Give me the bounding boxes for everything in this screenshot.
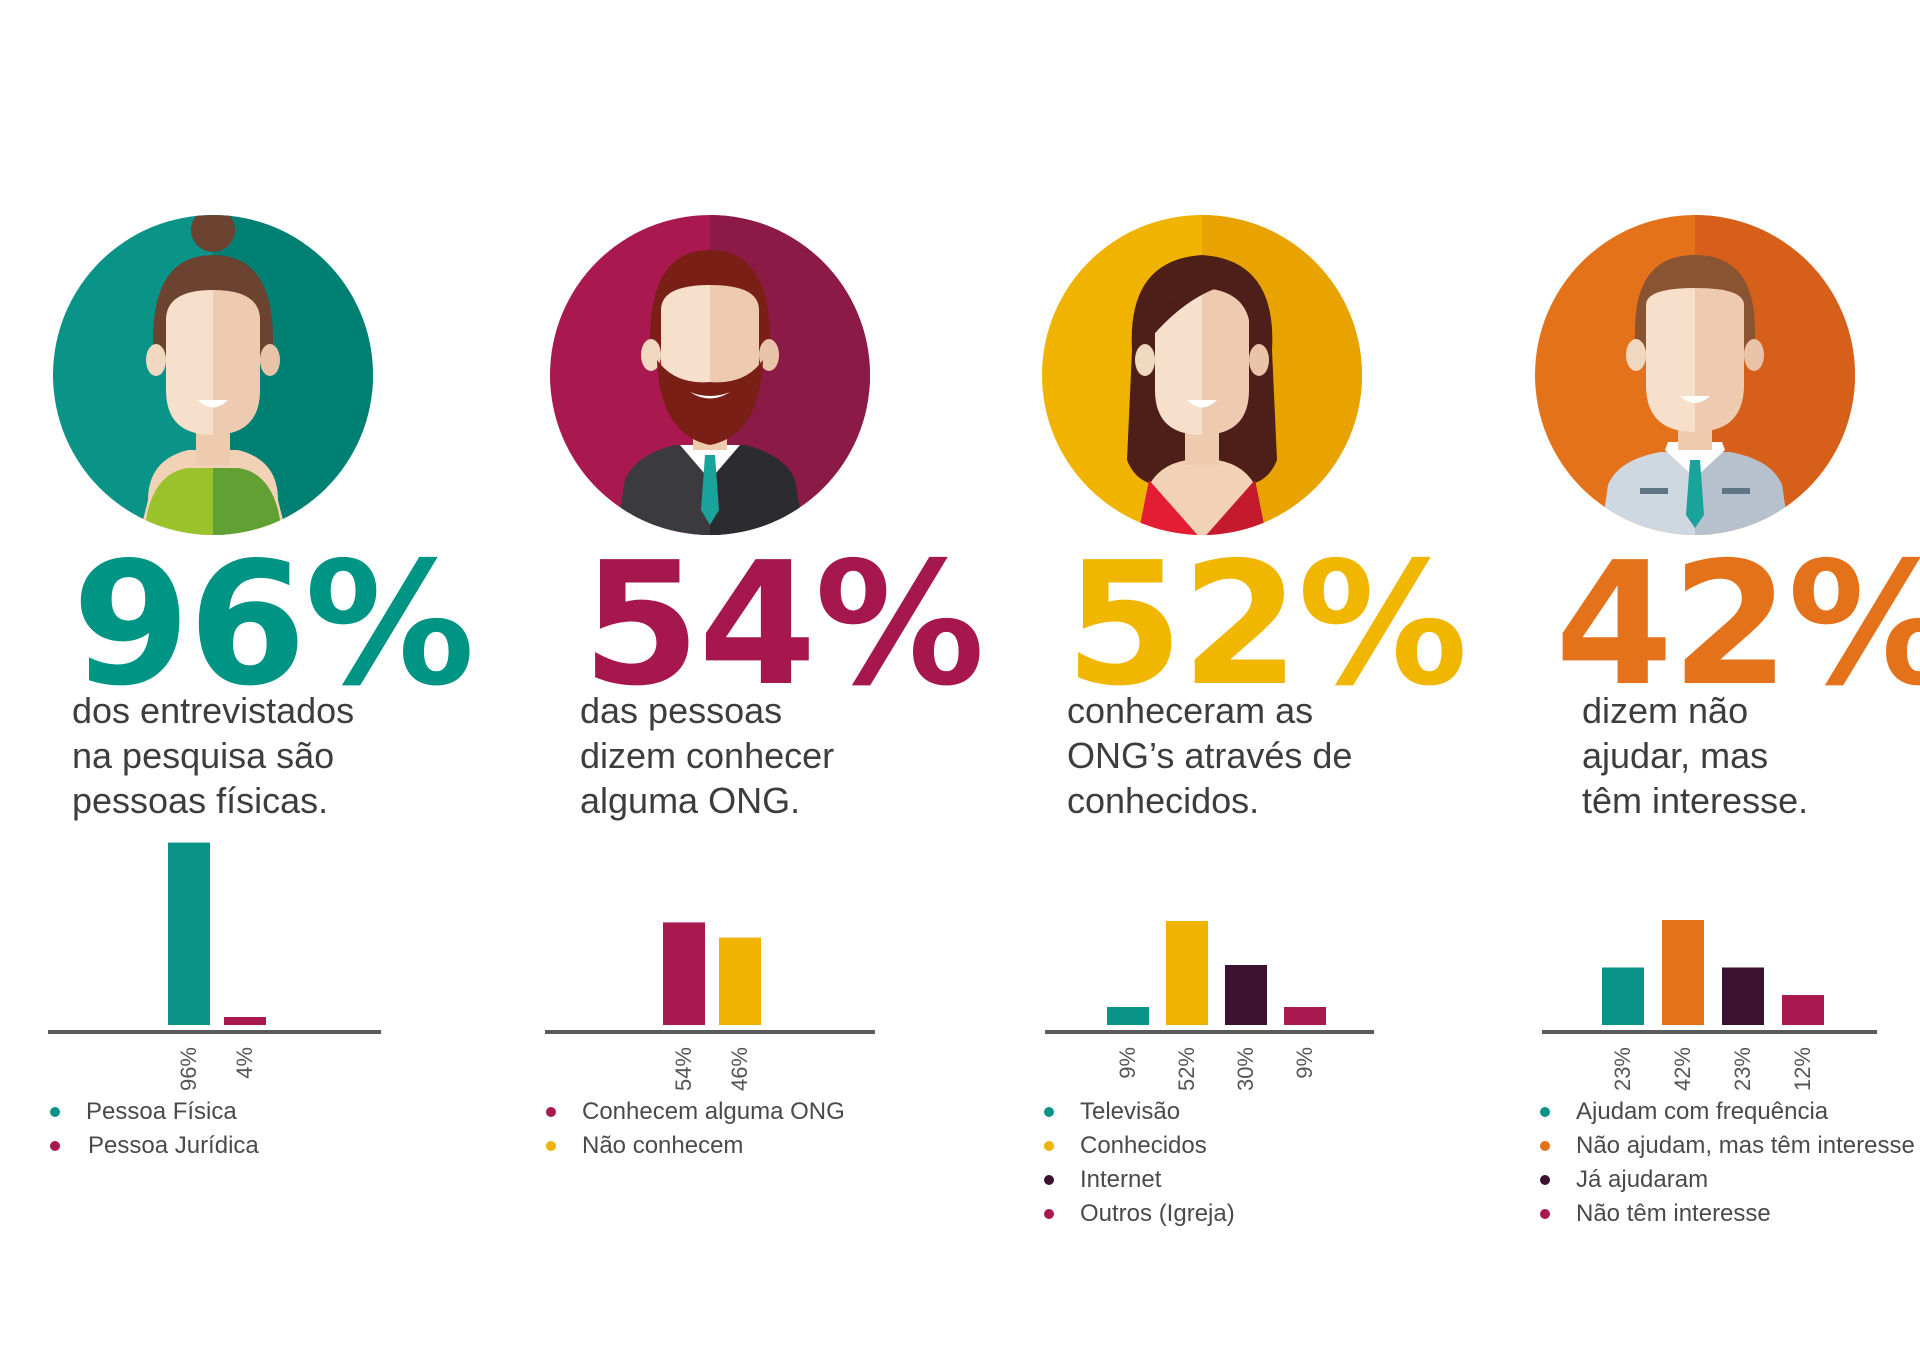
bar-1 xyxy=(1107,1007,1149,1025)
legend-item: Não ajudam, mas têm interesse xyxy=(1536,1129,1915,1163)
panel-description: dos entrevistados na pesquisa são pessoa… xyxy=(72,688,354,823)
legend-label: Pessoa Jurídica xyxy=(88,1132,259,1159)
tick-label: 52% xyxy=(1174,1047,1199,1091)
percent-headline: 96% xyxy=(72,526,475,724)
legend-label: Não ajudam, mas têm interesse xyxy=(1576,1132,1915,1159)
legend-label: Não conhecem xyxy=(582,1132,744,1159)
legend-item: Pessoa Jurídica xyxy=(46,1129,259,1163)
legend-dot xyxy=(50,1141,60,1151)
chart-legend: Conhecem alguma ONG Não conhecem xyxy=(542,1095,845,1163)
bar-1 xyxy=(1602,967,1644,1025)
description-line: dizem conhecer xyxy=(580,735,835,776)
legend-label: Não têm interesse xyxy=(1576,1200,1771,1227)
legend-label: Outros (Igreja) xyxy=(1080,1200,1235,1227)
tick-label: 12% xyxy=(1790,1047,1815,1091)
bar-chart: 9% 52% 30% 9% xyxy=(1045,921,1374,1091)
man-shirt-tie-icon xyxy=(1535,215,1855,535)
description-line: ajudar, mas xyxy=(1582,735,1769,776)
description-line: dos entrevistados xyxy=(72,690,355,731)
bar-chart: 54% 46% xyxy=(545,922,875,1091)
legend-item: Ajudam com frequência xyxy=(1536,1095,1915,1129)
legend-dot xyxy=(1044,1209,1054,1219)
description-line: conhecidos. xyxy=(1067,780,1260,821)
bar-chart: 23% 42% 23% 12% xyxy=(1542,920,1877,1091)
legend-label: Pessoa Física xyxy=(86,1098,237,1125)
legend-label: Conhecem alguma ONG xyxy=(582,1098,845,1125)
chart-legend: Ajudam com frequência Não ajudam, mas tê… xyxy=(1536,1095,1915,1231)
legend-dot xyxy=(1540,1209,1550,1219)
legend-item: Pessoa Física xyxy=(46,1095,259,1129)
legend-dot xyxy=(1044,1141,1054,1151)
legend-label: Conhecidos xyxy=(1080,1132,1207,1159)
legend-dot xyxy=(546,1141,556,1151)
chart-legend: Pessoa Física Pessoa Jurídica xyxy=(46,1095,259,1163)
percent-headline: 42% xyxy=(1555,526,1920,724)
panel-pessoas-fisicas: 96% dos entrevistados na pesquisa são pe… xyxy=(0,0,480,1358)
bar-4 xyxy=(1782,995,1824,1025)
description-line: ONG’s através de xyxy=(1067,735,1353,776)
percent-headline: 54% xyxy=(582,526,985,724)
legend-dot xyxy=(1540,1141,1550,1151)
legend-label: Televisão xyxy=(1080,1098,1181,1125)
legend-item: Já ajudaram xyxy=(1536,1163,1915,1197)
bar-2 xyxy=(224,1017,266,1025)
panel-description: conheceram as ONG’s através de conhecido… xyxy=(1067,688,1352,823)
bar-1 xyxy=(663,922,705,1025)
tick-label: 96% xyxy=(176,1047,201,1091)
legend-dot xyxy=(50,1107,60,1117)
legend-item: Conhecem alguma ONG xyxy=(542,1095,845,1129)
tick-label: 42% xyxy=(1670,1047,1695,1091)
tick-label: 9% xyxy=(1292,1047,1317,1079)
woman-long-hair-icon xyxy=(1042,215,1362,535)
panel-conhecem-ong: 54% das pessoas dizem conhecer alguma ON… xyxy=(542,215,985,1163)
tick-label: 4% xyxy=(232,1047,257,1079)
percent-headline: 52% xyxy=(1065,526,1468,724)
panel-conhecidos: 52% conheceram as ONG’s através de conhe… xyxy=(1040,215,1468,1231)
tick-label: 30% xyxy=(1233,1047,1258,1091)
legend-item: Não conhecem xyxy=(542,1129,845,1163)
description-line: alguma ONG. xyxy=(580,780,801,821)
tick-label: 23% xyxy=(1730,1047,1755,1091)
tick-label: 54% xyxy=(671,1047,696,1091)
panel-description: das pessoas dizem conhecer alguma ONG. xyxy=(580,688,834,823)
legend-item: Internet xyxy=(1040,1163,1235,1197)
description-line: têm interesse. xyxy=(1582,780,1809,821)
woman-bun-icon xyxy=(53,215,373,535)
description-line: conheceram as xyxy=(1067,690,1314,731)
legend-dot xyxy=(1540,1175,1550,1185)
bar-2 xyxy=(1662,920,1704,1025)
legend-label: Ajudam com frequência xyxy=(1576,1098,1829,1125)
bar-1 xyxy=(168,842,210,1025)
tick-label: 23% xyxy=(1610,1047,1635,1091)
legend-label: Já ajudaram xyxy=(1576,1166,1709,1193)
description-line: das pessoas xyxy=(580,690,783,731)
bearded-man-icon xyxy=(550,215,870,535)
legend-dot xyxy=(1044,1175,1054,1185)
description-line: na pesquisa são xyxy=(72,735,335,776)
description-line: dizem não xyxy=(1582,690,1749,731)
legend-item: Outros (Igreja) xyxy=(1040,1197,1235,1231)
legend-dot xyxy=(1044,1107,1054,1117)
bar-4 xyxy=(1284,1007,1326,1025)
legend-item: Não têm interesse xyxy=(1536,1197,1915,1231)
legend-item: Conhecidos xyxy=(1040,1129,1235,1163)
tick-label: 9% xyxy=(1115,1047,1140,1079)
legend-dot xyxy=(1540,1107,1550,1117)
legend-label: Internet xyxy=(1080,1166,1162,1193)
tick-label: 46% xyxy=(727,1047,752,1091)
bar-3 xyxy=(1225,965,1267,1025)
legend-item: Televisão xyxy=(1040,1095,1235,1129)
description-line: pessoas físicas. xyxy=(72,780,329,821)
panel-description: dizem não ajudar, mas têm interesse. xyxy=(1582,688,1808,823)
bar-3 xyxy=(1722,967,1764,1025)
bar-chart: 96% 4% xyxy=(48,842,381,1091)
chart-legend: Televisão Conhecidos Internet Outros (Ig… xyxy=(1040,1095,1235,1231)
legend-dot xyxy=(546,1107,556,1117)
bar-2 xyxy=(719,937,761,1025)
bar-2 xyxy=(1166,921,1208,1025)
